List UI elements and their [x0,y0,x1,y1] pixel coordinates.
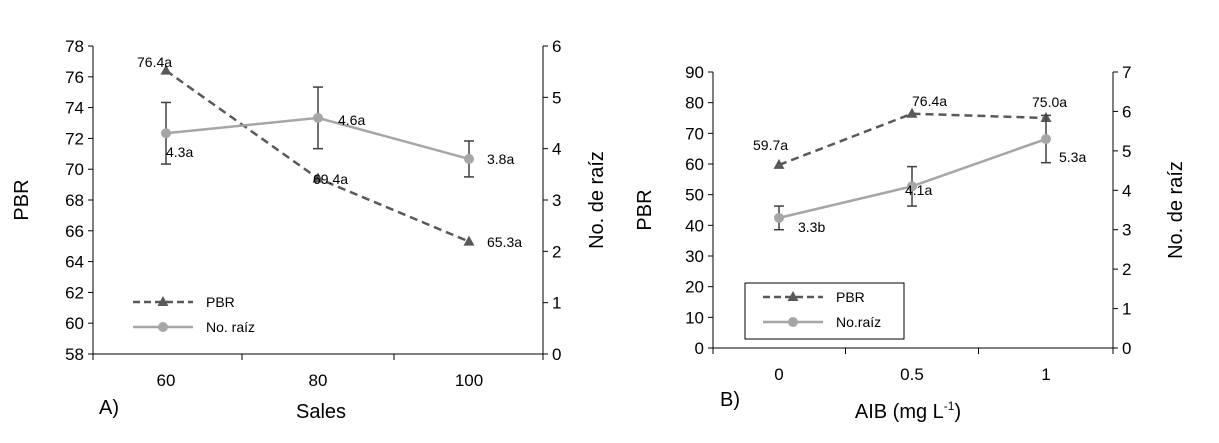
series-line [778,112,1047,167]
legend-item-pbr: PBR [763,289,865,305]
data-point [463,235,475,246]
y2-axis-label: No. de raíz [586,151,608,249]
x-tick-label: 60 [157,371,176,390]
y-tick-label: 60 [65,314,84,333]
y-tick-label: 70 [685,124,704,143]
y-tick-label: 0 [695,339,704,358]
x-axis-label: Sales [296,401,346,423]
y2-tick-label: 2 [552,242,561,261]
y2-tick-label: 6 [552,37,561,56]
data-point [773,158,785,169]
series-no-raiz: 4.3a 4.6a 3.8a [161,86,514,178]
x-axis-label-sup: -1 [944,399,955,413]
y2-tick-label: 6 [1122,102,1131,121]
y-tick-label: 70 [65,160,84,179]
y2-tick-label: 0 [552,345,561,364]
data-label: 3.3b [798,219,825,235]
y-tick-label: 30 [685,247,704,266]
data-label: 76.4a [137,54,172,70]
legend-label: No.raíz [836,314,881,330]
panel-label: A) [99,397,119,419]
data-point [160,64,172,75]
y2-tick-label: 2 [1122,260,1131,279]
y-tick-label: 78 [65,37,84,56]
y-tick-label: 64 [65,253,84,272]
y-tick-label: 62 [65,283,84,302]
y-tick-label: 58 [65,345,84,364]
legend-box [744,282,905,340]
data-label: 3.8a [487,151,514,167]
legend: PBR No. raíz [133,294,255,335]
legend-marker [157,296,169,306]
x-tick-label: 100 [455,371,483,390]
data-label: 65.3a [487,234,522,250]
data-label: 4.1a [905,182,932,198]
data-label: 59.7a [753,137,788,153]
y-tick-label: 10 [685,308,704,327]
chart-panel-a: 58 60 62 64 66 68 70 72 74 76 78 0 1 2 3 4 5 6 60 80 100 Sale… [11,37,608,423]
legend-marker [788,317,798,327]
y-tick-label: 40 [685,216,704,235]
y2-tick-label: 3 [1122,221,1131,240]
y2-tick-label: 0 [1122,339,1131,358]
y2-tick-label: 5 [552,88,561,107]
y-tick-label: 50 [685,186,704,205]
legend-item-pbr: PBR [133,294,235,310]
y-axis-label: PBR [634,189,656,230]
y-tick-label: 80 [685,94,704,113]
x-axis-label-end: ) [954,401,961,423]
x-tick-label: 0.5 [900,365,924,384]
legend-label: PBR [836,289,865,305]
x-tick-label: 1 [1041,365,1050,384]
series-pbr: 76.4a 69.4a 65.3a [137,54,522,250]
data-label: 4.6a [338,112,365,128]
x-axis-label-main: AIB (mg L [855,401,944,423]
panel-label: B) [720,389,740,411]
data-point [464,153,474,164]
legend-item-no-raiz: No.raíz [763,314,881,330]
data-label: 76.4a [912,93,947,109]
data-label: 75.0a [1032,94,1067,110]
y2-tick-label: 3 [552,191,561,210]
y-tick-label: 66 [65,222,84,241]
y-tick-label: 60 [685,155,704,174]
y2-axis-label: No. de raíz [1165,161,1187,259]
y2-tick-label: 7 [1122,63,1131,82]
y-tick-label: 90 [685,63,704,82]
y-tick-label: 76 [65,68,84,87]
x-axis-label: AIB (mg L-1) [855,399,961,423]
data-point [161,128,171,139]
y-tick-label: 74 [65,99,84,118]
y2-tick-label: 1 [552,294,561,313]
legend-label: No. raíz [206,319,255,335]
y-axis-label: PBR [11,179,33,220]
y2-tick-label: 4 [552,140,561,159]
series-pbr: 59.7a 76.4a 75.0a [753,93,1067,169]
y-tick-label: 68 [65,191,84,210]
y2-tick-label: 5 [1122,142,1131,161]
data-point [312,172,324,183]
y2-tick-label: 1 [1122,300,1131,319]
y-tick-label: 20 [685,278,704,297]
series-no-raiz: 3.3b 4.1a 5.3a [774,114,1086,235]
x-tick-label: 0 [774,365,783,384]
legend-label: PBR [206,294,235,310]
data-point [1041,134,1051,145]
data-point [906,107,918,118]
y2-tick-label: 4 [1122,181,1131,200]
data-label: 5.3a [1059,149,1086,165]
legend-marker [158,322,168,332]
data-point [774,212,784,223]
data-label: 69.4a [313,171,348,187]
data-point [907,181,917,192]
x-tick-label: 80 [309,371,328,390]
data-point [313,112,323,123]
legend: PBR No.raíz [744,282,905,340]
legend-marker [787,291,799,301]
data-label: 4.3a [166,144,193,160]
y-tick-label: 72 [65,129,84,148]
legend-item-no-raiz: No. raíz [133,319,255,335]
